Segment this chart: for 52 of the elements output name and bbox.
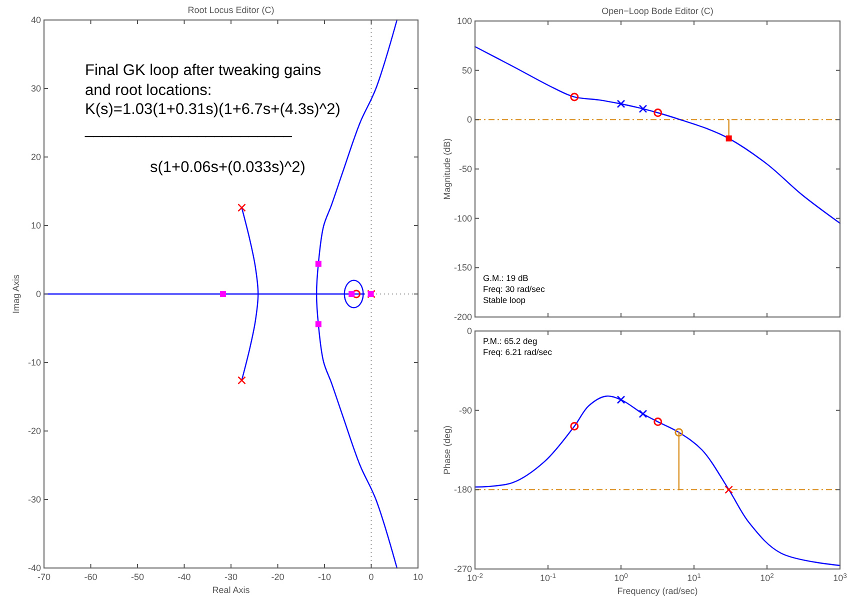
y-tick-label: -10 <box>28 358 41 368</box>
y-tick-label: 0 <box>466 114 472 125</box>
annotation: K(s)=1.03(1+0.31s)(1+6.7s+(4.3s)^2) <box>85 101 340 118</box>
x-tick-label: 10$^{3}$ <box>833 572 848 583</box>
x-tick-label: 0 <box>368 572 374 582</box>
annotation: Freq: 30 rad/sec <box>483 284 546 294</box>
x-axis-title: Frequency (rad/sec) <box>617 586 698 596</box>
y-tick-label: -20 <box>28 426 41 436</box>
x-tick-label: -40 <box>178 572 191 582</box>
y-tick-label: 0 <box>466 326 472 336</box>
annotation: G.M.: 19 dB <box>483 273 529 283</box>
annotation: Stable loop <box>483 295 526 305</box>
annotation: Freq: 6.21 rad/sec <box>483 347 553 357</box>
x-tick-label: -50 <box>130 572 144 582</box>
y-tick-label: 20 <box>30 152 41 162</box>
x-axis-title: Real Axis <box>212 585 250 595</box>
x-tick-label: -20 <box>271 572 284 582</box>
y-tick-label: 50 <box>462 65 472 76</box>
x-tick-label: -10 <box>318 572 332 582</box>
y-tick-label: -150 <box>454 262 472 273</box>
annotation: ________________________ <box>84 121 292 138</box>
y-tick-label: -40 <box>28 563 41 573</box>
x-tick-label: 10$^{-2}$ <box>466 572 484 583</box>
y-tick-label: -50 <box>458 164 472 174</box>
y-axis-title: Magnitude (dB) <box>442 138 452 200</box>
x-tick-label: -60 <box>84 572 98 582</box>
y-tick-label: -180 <box>454 484 472 495</box>
y-axis-title: Imag Axis <box>11 274 21 314</box>
x-tick-label: -30 <box>224 572 238 582</box>
y-tick-label: -30 <box>28 494 41 504</box>
x-tick-label: -70 <box>37 572 51 582</box>
y-tick-label: -200 <box>454 312 472 322</box>
annotation: and root locations: <box>85 82 212 99</box>
x-tick-label: 10$^{0}$ <box>614 572 628 583</box>
annotation: Final GK loop after tweaking gains <box>85 62 322 79</box>
y-tick-label: -90 <box>458 405 472 416</box>
chart-title: Root Locus Editor (C) <box>188 5 274 15</box>
y-axis-title: Phase (deg) <box>442 425 452 475</box>
x-tick-label: 10$^{-1}$ <box>540 572 556 583</box>
y-tick-label: 30 <box>30 84 41 94</box>
y-tick-label: 100 <box>456 16 472 26</box>
chart-title: Open−Loop Bode Editor (C) <box>602 6 714 16</box>
y-tick-label: 10 <box>30 220 41 230</box>
y-tick-label: 40 <box>30 15 41 25</box>
annotation: P.M.: 65.2 deg <box>483 336 538 346</box>
y-tick-label: -100 <box>454 213 472 224</box>
y-tick-label: -270 <box>454 564 472 574</box>
x-tick-label: 10$^{2}$ <box>760 572 774 583</box>
y-tick-label: 0 <box>36 289 41 299</box>
x-tick-label: 10 <box>412 572 424 582</box>
x-tick-label: 10$^{1}$ <box>687 572 702 583</box>
annotation: s(1+0.06s+(0.033s)^2) <box>150 159 306 176</box>
